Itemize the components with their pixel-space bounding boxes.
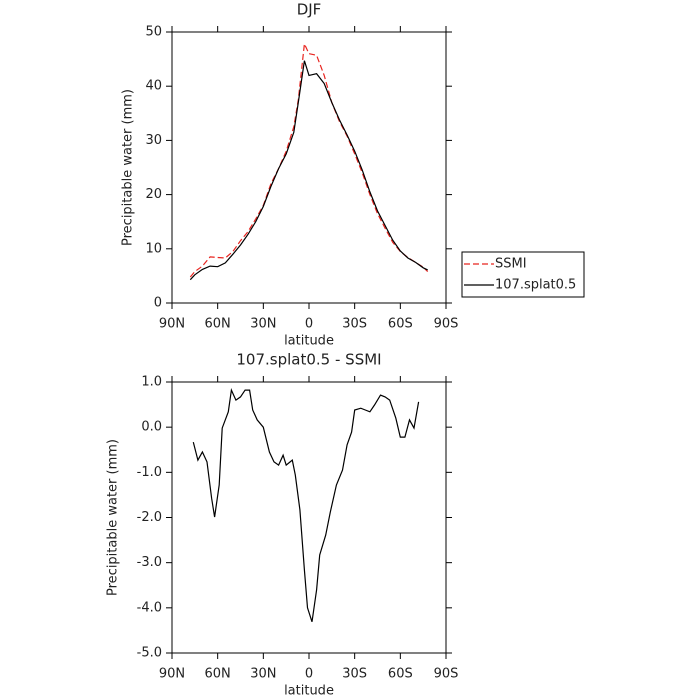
x-tick-label: 30N [250, 667, 276, 682]
x-tick-label: 60S [388, 667, 413, 682]
legend-label: SSMI [495, 257, 527, 272]
y-tick-label: 40 [145, 79, 162, 94]
y-tick-label: -5.0 [137, 646, 162, 661]
x-tick-label: 30S [342, 667, 367, 682]
y-tick-label: -2.0 [137, 510, 162, 525]
legend-box [461, 251, 585, 298]
y-axis-label: Precipitable water (mm) [106, 439, 121, 596]
data-line [189, 60, 428, 281]
y-tick-label: -1.0 [137, 465, 162, 480]
x-tick-label: 30N [250, 317, 276, 332]
x-axis-label: latitude [284, 684, 334, 699]
x-tick-label: 90S [434, 317, 459, 332]
x-tick-label: 60S [388, 317, 413, 332]
x-tick-label: 90N [159, 317, 185, 332]
x-tick-label: 60N [205, 667, 231, 682]
x-tick-label: 60N [205, 317, 231, 332]
chart-title: DJF [297, 1, 322, 19]
legend-label: 107.splat0.5 [495, 278, 576, 293]
x-tick-label: 90N [159, 667, 185, 682]
chart-title: 107.splat0.5 - SSMI [236, 351, 381, 369]
y-axis-label: Precipitable water (mm) [121, 89, 136, 246]
x-tick-label: 90S [434, 667, 459, 682]
y-tick-label: 50 [145, 25, 162, 40]
y-tick-label: 1.0 [141, 375, 162, 390]
data-line [189, 41, 429, 278]
y-tick-label: 30 [145, 133, 162, 148]
plot-frame [171, 31, 447, 304]
y-tick-label: 20 [145, 187, 162, 202]
x-tick-label: 30S [342, 317, 367, 332]
y-tick-label: 0.0 [141, 420, 162, 435]
x-axis-label: latitude [284, 334, 334, 349]
y-tick-label: 10 [145, 241, 162, 256]
data-line [192, 387, 420, 622]
x-tick-label: 0 [305, 667, 313, 682]
y-tick-label: -4.0 [137, 600, 162, 615]
x-tick-label: 0 [305, 317, 313, 332]
y-tick-label: 0 [154, 296, 162, 311]
y-tick-label: -3.0 [137, 555, 162, 570]
